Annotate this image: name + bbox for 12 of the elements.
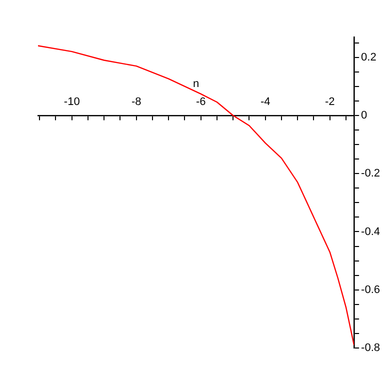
x-axis-title: n [192,78,200,90]
x-tick-label: -4 [260,96,270,108]
y-tick-label: 0 [361,110,368,122]
x-tick-label: -10 [64,96,80,108]
x-tick-label: -2 [324,96,335,108]
x-tick-label: -8 [131,96,142,108]
y-tick-label: -0.4 [361,226,380,238]
y-tick-label: -0.8 [361,342,380,354]
x-tick-label: -6 [196,96,206,108]
y-tick-label: 0.2 [361,51,376,64]
y-tick-label: -0.2 [361,168,380,180]
y-tick-label: -0.6 [361,284,380,296]
